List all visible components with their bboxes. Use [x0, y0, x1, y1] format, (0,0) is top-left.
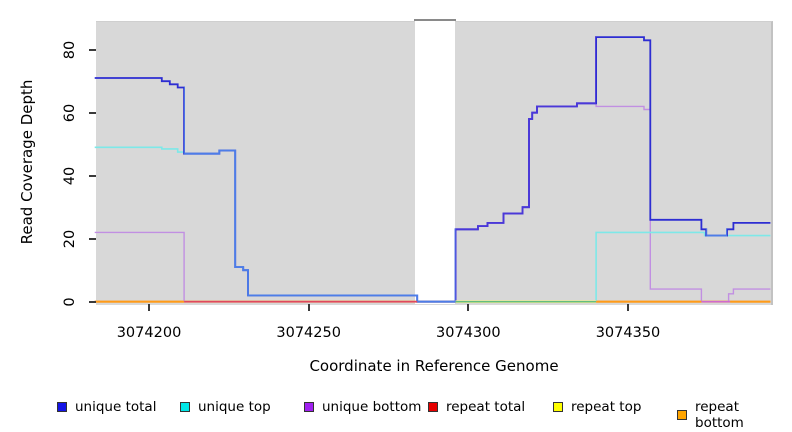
- x-tick-label: 3074300: [436, 325, 501, 341]
- x-tick: [626, 304, 629, 311]
- legend-item-unique-top: unique top: [180, 399, 271, 415]
- x-axis-title: Coordinate in Reference Genome: [309, 357, 559, 375]
- y-tick-label: 60: [62, 103, 78, 122]
- legend-swatch-repeat-top: [553, 402, 563, 412]
- legend-label: unique total: [75, 399, 157, 415]
- y-tick-label: 80: [62, 40, 78, 59]
- y-tick: [89, 300, 96, 303]
- no-data-gap: [415, 21, 455, 304]
- y-tick-label: 0: [62, 297, 78, 307]
- y-tick: [89, 174, 96, 177]
- legend-item-repeat-bottom: repeat bottom: [677, 399, 792, 431]
- legend-item-repeat-top: repeat top: [553, 399, 641, 415]
- legend-swatch-repeat-bottom: [677, 410, 687, 420]
- x-tick: [467, 304, 470, 311]
- legend-label: unique top: [198, 399, 271, 415]
- series-line-unique-total-override: [184, 86, 456, 303]
- series-line-unique-total-override: [455, 36, 597, 303]
- legend-item-unique-total: unique total: [57, 399, 156, 415]
- series-line-unique-total: [94, 36, 771, 303]
- legend-label: repeat total: [446, 399, 526, 415]
- legend-swatch-unique-total: [57, 402, 67, 412]
- series-line-unique-total-override: [706, 228, 727, 237]
- y-tick-label: 20: [62, 229, 78, 248]
- legend-label: repeat top: [571, 399, 642, 415]
- legend-swatch-unique-top: [180, 402, 190, 412]
- legend-item-repeat-total: repeat total: [428, 399, 525, 415]
- x-tick: [148, 304, 150, 311]
- y-tick: [89, 48, 96, 51]
- x-tick-label: 3074350: [595, 325, 661, 341]
- y-tick: [89, 237, 96, 240]
- legend-item-unique-bottom: unique bottom: [304, 399, 421, 415]
- y-tick-label: 40: [62, 166, 78, 185]
- y-axis-title: Read Coverage Depth: [18, 79, 36, 245]
- legend-swatch-unique-bottom: [304, 402, 314, 412]
- series-line-unique-top: [94, 146, 771, 303]
- x-tick-label: 3074200: [116, 325, 182, 341]
- no-data-gap-cap: [414, 19, 456, 21]
- legend-label: repeat bottom: [695, 399, 744, 431]
- x-tick-label: 3074250: [276, 325, 341, 341]
- y-tick: [89, 111, 96, 114]
- x-tick: [307, 304, 310, 311]
- legend-label: unique bottom: [322, 399, 422, 415]
- legend-swatch-repeat-total: [428, 402, 438, 412]
- series-line-unique-bottom: [94, 102, 771, 303]
